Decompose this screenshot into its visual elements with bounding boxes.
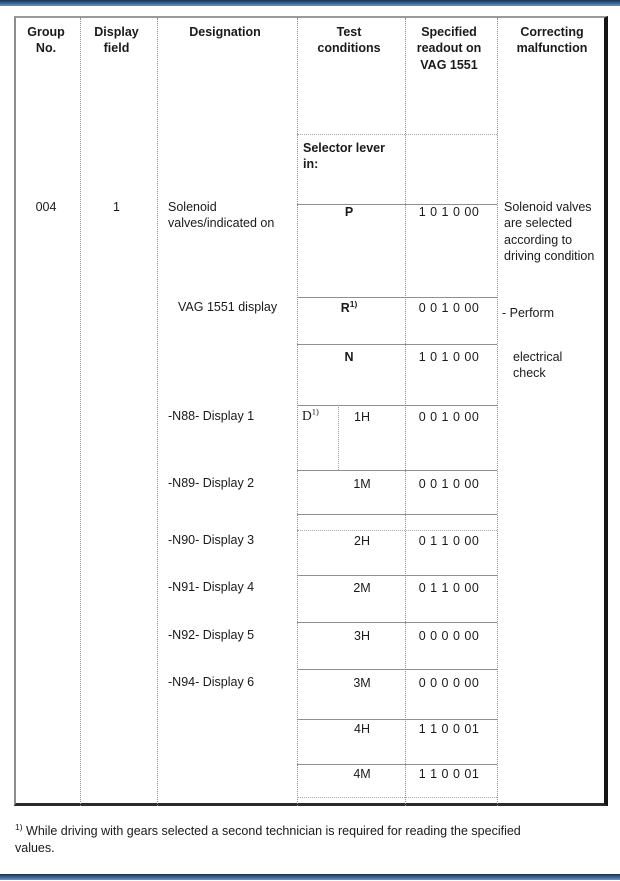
- row-divider: [297, 575, 497, 576]
- gear-cell: 3M: [353, 676, 371, 690]
- footnote-marker: 1): [311, 406, 319, 417]
- column-header-display-field: Display field: [94, 25, 139, 56]
- column-divider: [497, 18, 498, 806]
- footnote-marker: 1): [15, 821, 23, 832]
- gear-cell: 2M: [353, 581, 371, 595]
- designation-cell: VAG 1551 display: [178, 300, 278, 314]
- row-divider: [297, 344, 497, 345]
- bottom-page-rule: [0, 874, 620, 880]
- gear-cell: 1M: [353, 477, 371, 491]
- designation-cell: -N90- Display 3: [168, 533, 255, 547]
- column-header-specified-readout: Specified readout on VAG 1551: [416, 25, 482, 72]
- drive-prefix-cell: D1): [302, 406, 319, 423]
- group-no-cell: 004: [35, 200, 57, 214]
- gear-cell: 1H: [354, 410, 370, 424]
- selector-lever-subheader: Selector lever in:: [303, 141, 385, 172]
- correcting-malfunction-cell: electrical check: [513, 350, 563, 381]
- correcting-malfunction-cell: Solenoid valves are selected according t…: [504, 200, 595, 263]
- footnote: 1) While driving with gears selected a s…: [15, 823, 607, 857]
- readout-cell: 1 1 0 0 01: [418, 767, 480, 781]
- gear-cell: 4H: [354, 722, 370, 736]
- footnote-marker: 1): [349, 298, 358, 309]
- column-divider: [405, 18, 406, 806]
- designation-cell: -N94- Display 6: [168, 675, 255, 689]
- column-header-designation: Designation: [189, 25, 261, 39]
- column-divider: [80, 18, 81, 806]
- readout-cell: 0 0 0 0 00: [418, 676, 480, 690]
- d-cell-divider: [338, 405, 339, 470]
- designation-cell: -N88- Display 1: [168, 409, 255, 423]
- readout-cell: 0 0 1 0 00: [418, 477, 480, 491]
- diagnostic-table-frame: [14, 16, 608, 806]
- readout-cell: 0 0 0 0 00: [418, 629, 480, 643]
- top-page-rule: [0, 0, 620, 6]
- row-divider: [297, 514, 497, 515]
- row-divider: [297, 470, 497, 471]
- row-divider: [297, 764, 497, 765]
- row-divider: [297, 622, 497, 623]
- footnote-text: While driving with gears selected a seco…: [15, 824, 521, 855]
- column-divider: [297, 18, 298, 806]
- row-divider: [297, 297, 497, 298]
- row-divider: [297, 405, 497, 406]
- readout-cell: 1 0 1 0 00: [418, 350, 480, 364]
- gear-cell: R1): [340, 298, 358, 315]
- column-divider: [157, 18, 158, 806]
- column-header-group-no: Group No.: [27, 25, 65, 56]
- gear-cell: 2H: [354, 534, 370, 548]
- readout-cell: 0 1 1 0 00: [418, 581, 480, 595]
- gear-cell: N: [344, 350, 354, 364]
- row-divider: [297, 204, 497, 205]
- readout-cell: 1 0 1 0 00: [418, 205, 480, 219]
- row-divider: [297, 669, 497, 670]
- gear-cell: 4M: [353, 767, 371, 781]
- readout-cell: 0 0 1 0 00: [418, 410, 480, 424]
- readout-cell: 1 1 0 0 01: [418, 722, 480, 736]
- designation-cell: Solenoid valves/indicated on: [168, 200, 275, 231]
- designation-cell: -N89- Display 2: [168, 476, 255, 490]
- column-header-test-conditions: Test conditions: [317, 25, 381, 56]
- gear-cell: 3H: [354, 629, 370, 643]
- designation-cell: -N91- Display 4: [168, 580, 255, 594]
- gear-cell: P: [344, 205, 354, 219]
- readout-cell: 0 1 1 0 00: [418, 534, 480, 548]
- readout-cell: 0 0 1 0 00: [418, 301, 480, 315]
- row-divider: [297, 797, 497, 798]
- correcting-malfunction-cell: - Perform: [502, 306, 555, 320]
- row-divider: [297, 719, 497, 720]
- designation-cell: -N92- Display 5: [168, 628, 255, 642]
- column-header-correcting-malfunction: Correcting malfunction: [516, 25, 588, 56]
- row-divider: [297, 530, 497, 531]
- row-divider: [297, 134, 497, 135]
- display-field-cell: 1: [113, 200, 120, 214]
